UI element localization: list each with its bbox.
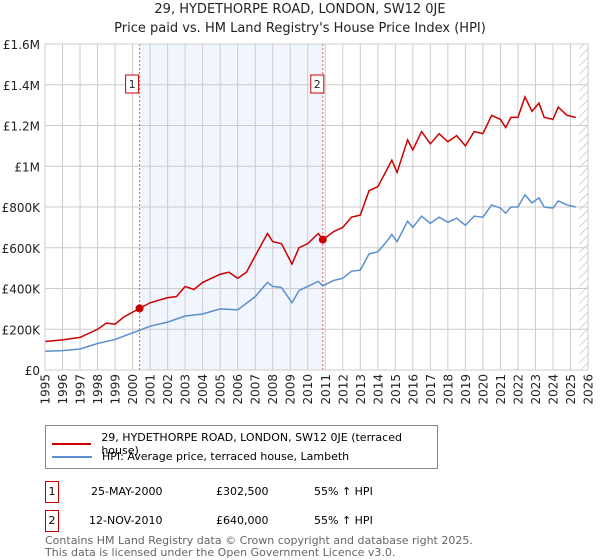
footer-copyright: Contains HM Land Registry data © Crown c… [45, 534, 473, 547]
x-tick-label: 1996 [56, 374, 70, 405]
legend: 29, HYDETHORPE ROAD, LONDON, SW12 0JE (t… [45, 425, 438, 469]
x-tick-label: 2025 [564, 374, 578, 405]
hpi-line [44, 193, 576, 353]
y-tick-label: £800K [2, 201, 42, 215]
y-tick-label: £1.2M [3, 120, 40, 134]
x-tick-label: 2013 [354, 374, 368, 405]
y-tick-label: £1M [14, 160, 40, 174]
sale-label: 1 [129, 78, 136, 91]
y-tick-label: £0 [25, 364, 40, 378]
x-tick-label: 2000 [126, 374, 140, 405]
x-tick-label: 2026 [582, 374, 596, 405]
x-tick-label: 1999 [109, 374, 123, 405]
x-tick-label: 2021 [494, 374, 508, 405]
x-tick-label: 2017 [424, 374, 438, 405]
y-tick-label: £1.6M [3, 38, 40, 52]
sale-label-box [125, 74, 140, 94]
sale-point [318, 235, 327, 244]
sale-price: £640,000 [216, 514, 269, 527]
y-tick-label: £200K [2, 323, 42, 337]
x-tick-label: 2005 [214, 374, 228, 405]
footer-licence: This data is licensed under the Open Gov… [45, 546, 396, 559]
sale-hpi: 55% ↑ HPI [314, 485, 373, 498]
y-tick-label: £400K [2, 283, 42, 297]
x-tick-label: 1995 [39, 374, 53, 405]
x-tick-label: 2009 [284, 374, 298, 405]
sale-date: 12-NOV-2010 [89, 514, 163, 527]
x-tick-label: 2022 [511, 374, 525, 405]
x-tick-label: 2008 [266, 374, 280, 405]
x-tick-label: 2011 [319, 374, 333, 405]
x-tick-label: 1998 [91, 374, 105, 405]
plot-border [44, 43, 589, 371]
sale-date: 25-MAY-2000 [91, 485, 163, 498]
x-tick-label: 2024 [546, 374, 560, 405]
legend-label-hpi: HPI: Average price, terraced house, Lamb… [102, 450, 350, 463]
x-tick-label: 2004 [196, 374, 210, 405]
y-tick-label: £600K [2, 242, 42, 256]
sale-badge: 2 [45, 510, 59, 532]
property-price-line [44, 95, 576, 343]
chart-subtitle: Price paid vs. HM Land Registry's House … [114, 21, 486, 36]
x-tick-label: 2019 [459, 374, 473, 405]
x-tick-label: 2012 [336, 374, 350, 405]
x-tick-label: 2006 [231, 374, 245, 405]
x-tick-label: 2002 [161, 374, 175, 405]
plot-area: 1995 1996 1997 1998 1999 2000 2001 2002 2003 2004… [2, 38, 596, 405]
y-tick-label: £1.4M [3, 79, 40, 93]
x-tick-label: 2018 [441, 374, 455, 405]
legend-label-property: 29, HYDETHORPE ROAD, LONDON, SW12 0JE (t… [101, 431, 402, 457]
legend-swatch-property [52, 443, 92, 445]
x-tick-label: 2023 [529, 374, 543, 405]
sale-hpi: 55% ↑ HPI [314, 514, 373, 527]
sale-badge: 1 [45, 481, 59, 503]
x-tick-label: 2014 [371, 374, 385, 405]
x-tick-label: 1997 [74, 374, 88, 405]
x-tick-label: 2003 [179, 374, 193, 405]
x-tick-label: 2020 [476, 374, 490, 405]
sale-price: £302,500 [216, 485, 269, 498]
x-tick-label: 2016 [406, 374, 420, 405]
x-tick-label: 2015 [389, 374, 403, 405]
sale-label-box [310, 74, 325, 94]
sale-point [135, 304, 144, 313]
chart-title: 29, HYDETHORPE ROAD, LONDON, SW12 0JE [154, 2, 446, 17]
x-tick-label: 2001 [144, 374, 158, 405]
legend-swatch-hpi [52, 455, 92, 458]
x-tick-label: 2007 [249, 374, 263, 405]
x-tick-label: 2010 [301, 374, 315, 405]
sale-label: 2 [314, 78, 321, 91]
